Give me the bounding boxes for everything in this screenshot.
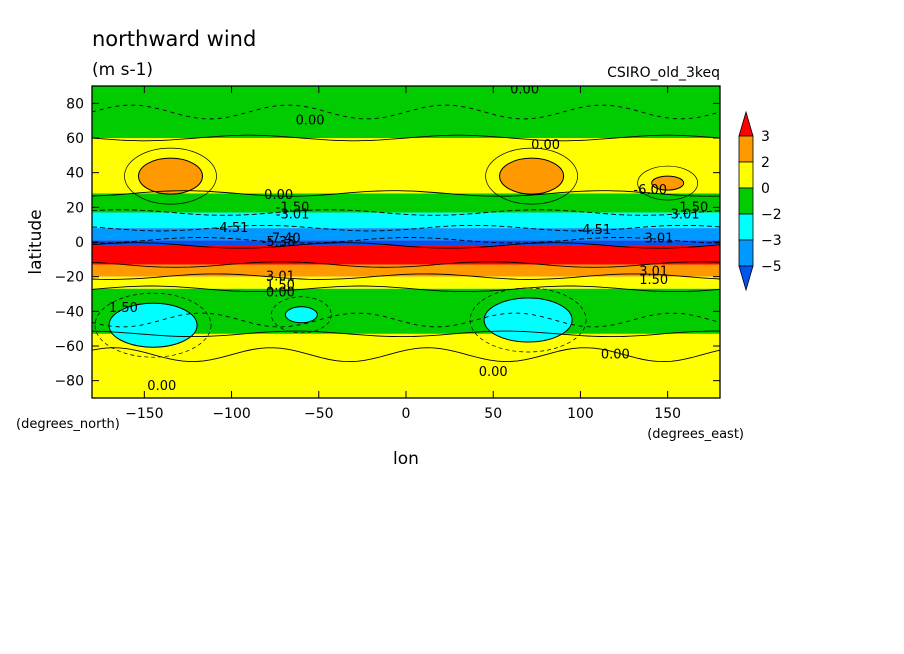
- contour-label-13: 3.01: [644, 232, 673, 247]
- x-axis-units: (degrees_east): [647, 427, 744, 442]
- contour-line-6: [92, 261, 720, 268]
- zonal-band-0: [92, 86, 720, 138]
- y-tick-label-2: −40: [54, 304, 84, 320]
- y-tick-label-0: −80: [54, 374, 84, 390]
- contour-label-2: 0.00: [531, 138, 560, 153]
- colorbar-label-2: 0: [761, 181, 770, 197]
- contour-label-11: 1.50: [679, 200, 708, 215]
- x-axis: −150 −100 −50 0 50 100 150: [125, 86, 681, 422]
- x-tick-label-4: 50: [484, 406, 502, 422]
- contour-label-21: 0.00: [479, 365, 508, 380]
- high-feature-0: [138, 157, 203, 195]
- colorbar-label-5: −5: [761, 259, 782, 275]
- y-tick-label-3: −20: [54, 270, 84, 286]
- contour-label-12: 3.01: [671, 207, 700, 222]
- colorbar-segment-2: [738, 187, 754, 215]
- zonal-band-4: [92, 228, 720, 241]
- high-feature-1: [499, 157, 565, 195]
- contour-extra-2: [92, 347, 720, 363]
- colorbar-segment-0: [738, 135, 754, 163]
- contour-label-7: -7.40: [267, 232, 301, 247]
- contour-label-10: -6.00: [633, 183, 667, 198]
- contour-line-3: [92, 224, 720, 232]
- contour-label-9: -4.51: [578, 223, 612, 238]
- y-tick-label-5: 20: [66, 200, 84, 216]
- contour-label-16: 0.00: [266, 285, 295, 300]
- colorbar-label-3: −2: [761, 207, 782, 223]
- contour-label-0: 0.00: [296, 114, 325, 129]
- high-feature-ring-2: [637, 165, 699, 201]
- contour-line-5: [92, 242, 720, 249]
- contour-label-4: -1.50: [276, 200, 310, 215]
- contour-line-8: [92, 285, 720, 293]
- colorbar-label-0: 3: [761, 129, 770, 145]
- chart-units: (m s-1): [92, 60, 153, 80]
- zonal-band-7: [92, 264, 720, 277]
- contour-label-19: 1.50: [109, 301, 138, 316]
- plot-area: 0.000.000.000.00-1.50-3.01-4.51-7.40-5.3…: [92, 82, 720, 398]
- contour-label-1: 0.00: [510, 82, 539, 97]
- chart-title: northward wind: [92, 27, 256, 51]
- contour-label-18: 1.50: [639, 273, 668, 288]
- contour-line-7: [92, 273, 720, 280]
- colorbar-bottom-arrow: [738, 265, 754, 292]
- contour-label-8: -5.38: [262, 235, 296, 250]
- contour-label-6: -4.51: [215, 221, 249, 236]
- zonal-band-6: [92, 245, 720, 265]
- zonal-band-3: [92, 212, 720, 229]
- zonal-band-10: [92, 333, 720, 398]
- contour-label-20: 0.00: [147, 379, 176, 394]
- y-tick-label-4: 0: [75, 235, 84, 251]
- contour-label-14: 3.01: [266, 270, 295, 285]
- y-tick-label-6: 40: [66, 166, 84, 182]
- contour-line-9: [92, 330, 720, 338]
- y-tick-label-1: −60: [54, 339, 84, 355]
- low-feature-ring-3: [94, 292, 212, 358]
- colorbar-label-1: 2: [761, 155, 770, 171]
- low-feature-ring-5: [270, 296, 332, 334]
- x-tick-label-5: 100: [567, 406, 594, 422]
- contour-label-3: 0.00: [264, 188, 293, 203]
- colorbar-segment-4: [738, 239, 754, 267]
- contour-line-4: [92, 237, 720, 244]
- x-tick-label-0: −150: [125, 406, 163, 422]
- x-tick-label-2: −50: [304, 406, 334, 422]
- low-feature-5: [284, 306, 318, 324]
- zonal-band-2: [92, 193, 720, 213]
- contour-line-2: [92, 209, 720, 216]
- high-feature-ring-1: [485, 147, 578, 205]
- colorbar-segment-3: [738, 213, 754, 241]
- zonal-band-5: [92, 240, 720, 246]
- y-axis-units: (degrees_north): [16, 417, 120, 432]
- contour-line-0: [92, 134, 720, 142]
- colorbar: 3 2 0 −2 −3 −5: [738, 110, 782, 292]
- x-tick-label-3: 0: [402, 406, 411, 422]
- x-tick-label-6: 150: [654, 406, 681, 422]
- x-tick-label-1: −100: [212, 406, 250, 422]
- colorbar-top-arrow: [738, 110, 754, 137]
- y-tick-label-7: 60: [66, 131, 84, 147]
- contour-label-17: 3.01: [639, 264, 668, 279]
- contour-label-15: 1.50: [266, 278, 295, 293]
- high-feature-ring-0: [124, 147, 217, 205]
- model-label: CSIRO_old_3keq: [607, 65, 720, 81]
- colorbar-label-4: −3: [761, 233, 782, 249]
- contour-extra-0: [92, 104, 720, 120]
- y-axis-label: latitude: [26, 209, 46, 274]
- colorbar-segment-1: [738, 161, 754, 189]
- contour-label-22: 0.00: [601, 348, 630, 363]
- x-axis-label: lon: [393, 449, 419, 469]
- contour-label-5: -3.01: [276, 207, 310, 222]
- low-feature-ring-4: [469, 287, 587, 353]
- y-axis: −80 −60 −40 −20 0 20 40 60 80: [54, 96, 720, 390]
- y-tick-label-8: 80: [66, 96, 84, 112]
- contour-line-1: [92, 190, 720, 197]
- high-feature-2: [651, 175, 685, 191]
- zonal-band-8: [92, 276, 720, 289]
- low-feature-4: [483, 297, 573, 343]
- contour-extra-1: [92, 312, 720, 328]
